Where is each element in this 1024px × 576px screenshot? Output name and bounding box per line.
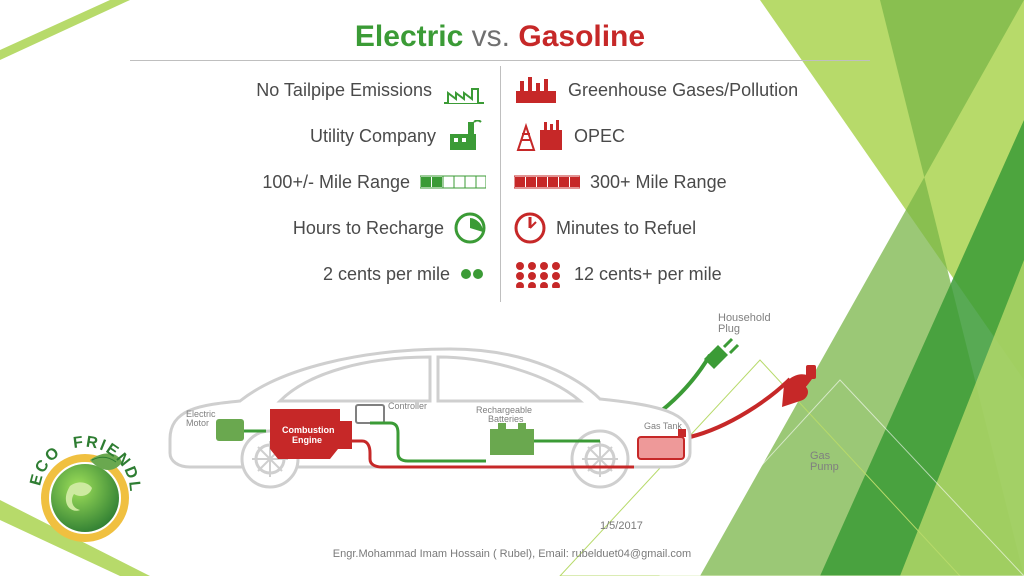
title-electric: Electric <box>355 20 463 53</box>
gas-pump-label: GasPump <box>810 450 839 473</box>
footer-credit: Engr.Mohammad Imam Hossain ( Rubel), Ema… <box>0 548 1024 560</box>
gas-pump-icon <box>690 365 816 437</box>
car-diagram: HouseholdPlug GasPump <box>130 309 870 494</box>
gasoline-emissions-label: Greenhouse Gases/Pollution <box>568 80 798 101</box>
gas-tank-icon: Gas Tank <box>638 421 686 459</box>
gasoline-range-label: 300+ Mile Range <box>590 172 727 193</box>
svg-text:Gas Tank: Gas Tank <box>644 421 682 431</box>
title-underline <box>130 60 870 61</box>
electric-range-label: 100+/- Mile Range <box>262 172 410 193</box>
utility-icon <box>446 120 486 152</box>
clock-slow-icon <box>454 212 486 244</box>
range-bar-electric-icon <box>420 174 486 190</box>
gasoline-cost-label: 12 cents+ per mile <box>574 264 722 285</box>
household-plug-label: HouseholdPlug <box>718 312 771 335</box>
slide-content: Electric vs. Gasoline No Tailpipe Emissi… <box>130 20 870 500</box>
electric-cost-label: 2 cents per mile <box>323 264 450 285</box>
eco-friendly-badge: ECO FRIENDLY <box>20 420 150 550</box>
electric-source-label: Utility Company <box>310 126 436 147</box>
clock-fast-icon <box>514 212 546 244</box>
cost-dots-electric-icon <box>460 267 486 281</box>
gasoline-time-label: Minutes to Refuel <box>556 218 696 239</box>
svg-text:Controller: Controller <box>388 401 427 411</box>
title: Electric vs. Gasoline <box>130 20 870 54</box>
electric-time-label: Hours to Recharge <box>293 218 444 239</box>
title-gasoline: Gasoline <box>518 20 645 53</box>
center-divider <box>500 66 501 302</box>
opec-icon <box>514 120 564 152</box>
footer-date: 1/5/2017 <box>600 520 643 532</box>
gasoline-source-label: OPEC <box>574 126 625 147</box>
factory-pollution-icon <box>514 75 558 105</box>
electric-emissions-label: No Tailpipe Emissions <box>256 80 432 101</box>
factory-clean-icon <box>442 75 486 105</box>
title-vs: vs. <box>472 20 510 53</box>
range-bar-gasoline-icon <box>514 174 580 190</box>
cost-dots-gasoline-icon <box>514 260 564 288</box>
